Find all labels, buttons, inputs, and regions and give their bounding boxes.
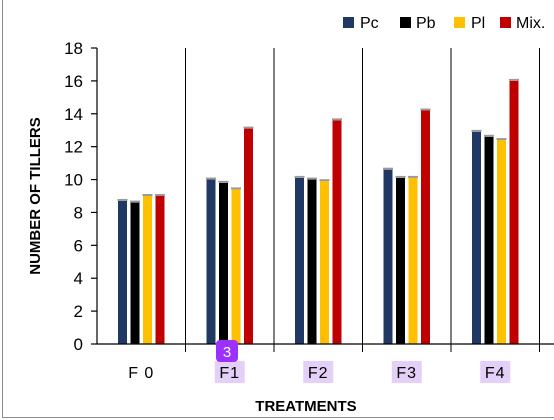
- bar-cap: [117, 198, 128, 201]
- bar-cap: [496, 138, 507, 141]
- bar-mix-f1: [244, 128, 253, 344]
- x-category-labels: F 0 F1 F2 F3 F4: [128, 365, 506, 382]
- x-category-label: F1: [219, 365, 240, 382]
- category-label-highlight: [480, 361, 511, 383]
- bar-pb-f0: [130, 202, 140, 344]
- x-category-label: F 0: [128, 365, 154, 382]
- bar-mix-f2: [332, 120, 342, 344]
- bar-pl-f2: [320, 181, 329, 344]
- y-axis-title: NUMBER OF TILLERS: [27, 117, 44, 275]
- axes: [91, 47, 554, 345]
- legend-label: Mix.: [516, 15, 545, 32]
- x-category-label: F2: [308, 365, 329, 382]
- y-tick-label: 4: [74, 269, 83, 288]
- bar-cap: [155, 194, 165, 196]
- legend-label: Pb: [416, 15, 436, 32]
- bar-pc-f1: [206, 179, 216, 344]
- bar-pc-f4: [472, 131, 481, 344]
- legend-label: Pl: [471, 15, 485, 32]
- x-axis-title: TREATMENTS: [255, 398, 356, 415]
- y-tick-label: 12: [64, 138, 83, 157]
- y-tick-label: 16: [64, 72, 83, 91]
- bar-pc-f3: [383, 169, 393, 344]
- bar-cap: [509, 78, 519, 81]
- legend-swatch: [400, 17, 411, 28]
- bar-cap: [294, 175, 305, 178]
- y-tick-label: 18: [64, 39, 83, 58]
- legend-swatch: [343, 17, 354, 28]
- bar-pl-f0: [143, 196, 152, 344]
- y-tick-label: 14: [64, 105, 83, 124]
- bar-pb-f2: [307, 179, 317, 344]
- bar-cap: [319, 179, 330, 182]
- bar-mix-f3: [421, 110, 430, 344]
- annotation-badge-box: [216, 340, 238, 362]
- annotation-badge: 3: [216, 340, 238, 362]
- bar-pc-f0: [118, 200, 127, 344]
- bar-mix-f0: [155, 196, 165, 344]
- bar-cap: [408, 175, 418, 178]
- bar-cap: [142, 194, 153, 196]
- bar-pb-f1: [219, 182, 228, 344]
- bar-cap: [218, 180, 229, 183]
- y-tick-labels: 0 2 4 6 8 10 12 14 16 18: [64, 39, 83, 354]
- bar-cap: [484, 134, 494, 137]
- bar-pb-f4: [484, 136, 494, 344]
- bar-cap: [206, 177, 216, 180]
- category-label-highlight: [303, 361, 334, 383]
- category-label-highlight: [214, 361, 245, 383]
- y-tick-label: 6: [74, 236, 83, 255]
- bar-cap: [332, 118, 342, 121]
- bar-cap: [383, 167, 393, 170]
- x-category-label: F4: [485, 365, 506, 382]
- bar-pb-f3: [396, 177, 405, 344]
- legend: Pc Pb Pl Mix.: [343, 15, 545, 32]
- bar-pl-f1: [231, 189, 241, 344]
- y-tick-label: 0: [74, 335, 83, 354]
- x-category-label: F3: [396, 365, 417, 382]
- bar-pl-f4: [497, 140, 506, 344]
- legend-label: Pc: [360, 15, 379, 32]
- bar-cap: [243, 126, 254, 129]
- bar-cap: [471, 129, 482, 132]
- bar-cap: [395, 175, 406, 178]
- bars-group: [117, 78, 519, 344]
- bar-cap: [420, 108, 431, 111]
- bar-cap: [307, 177, 317, 180]
- category-highlights: [214, 361, 511, 383]
- bar-pc-f2: [295, 177, 304, 344]
- annotation-badge-text: 3: [223, 344, 231, 361]
- legend-swatch: [454, 17, 465, 28]
- legend-swatch: [500, 17, 511, 28]
- y-tick-label: 10: [64, 171, 83, 190]
- bar-cap: [130, 200, 140, 203]
- category-separators: [185, 48, 540, 352]
- bar-pl-f3: [408, 177, 418, 344]
- bar-mix-f4: [509, 80, 519, 344]
- y-tick-label: 8: [74, 203, 83, 222]
- category-label-highlight: [391, 361, 422, 383]
- y-tick-label: 2: [74, 302, 83, 321]
- bar-cap: [231, 187, 241, 190]
